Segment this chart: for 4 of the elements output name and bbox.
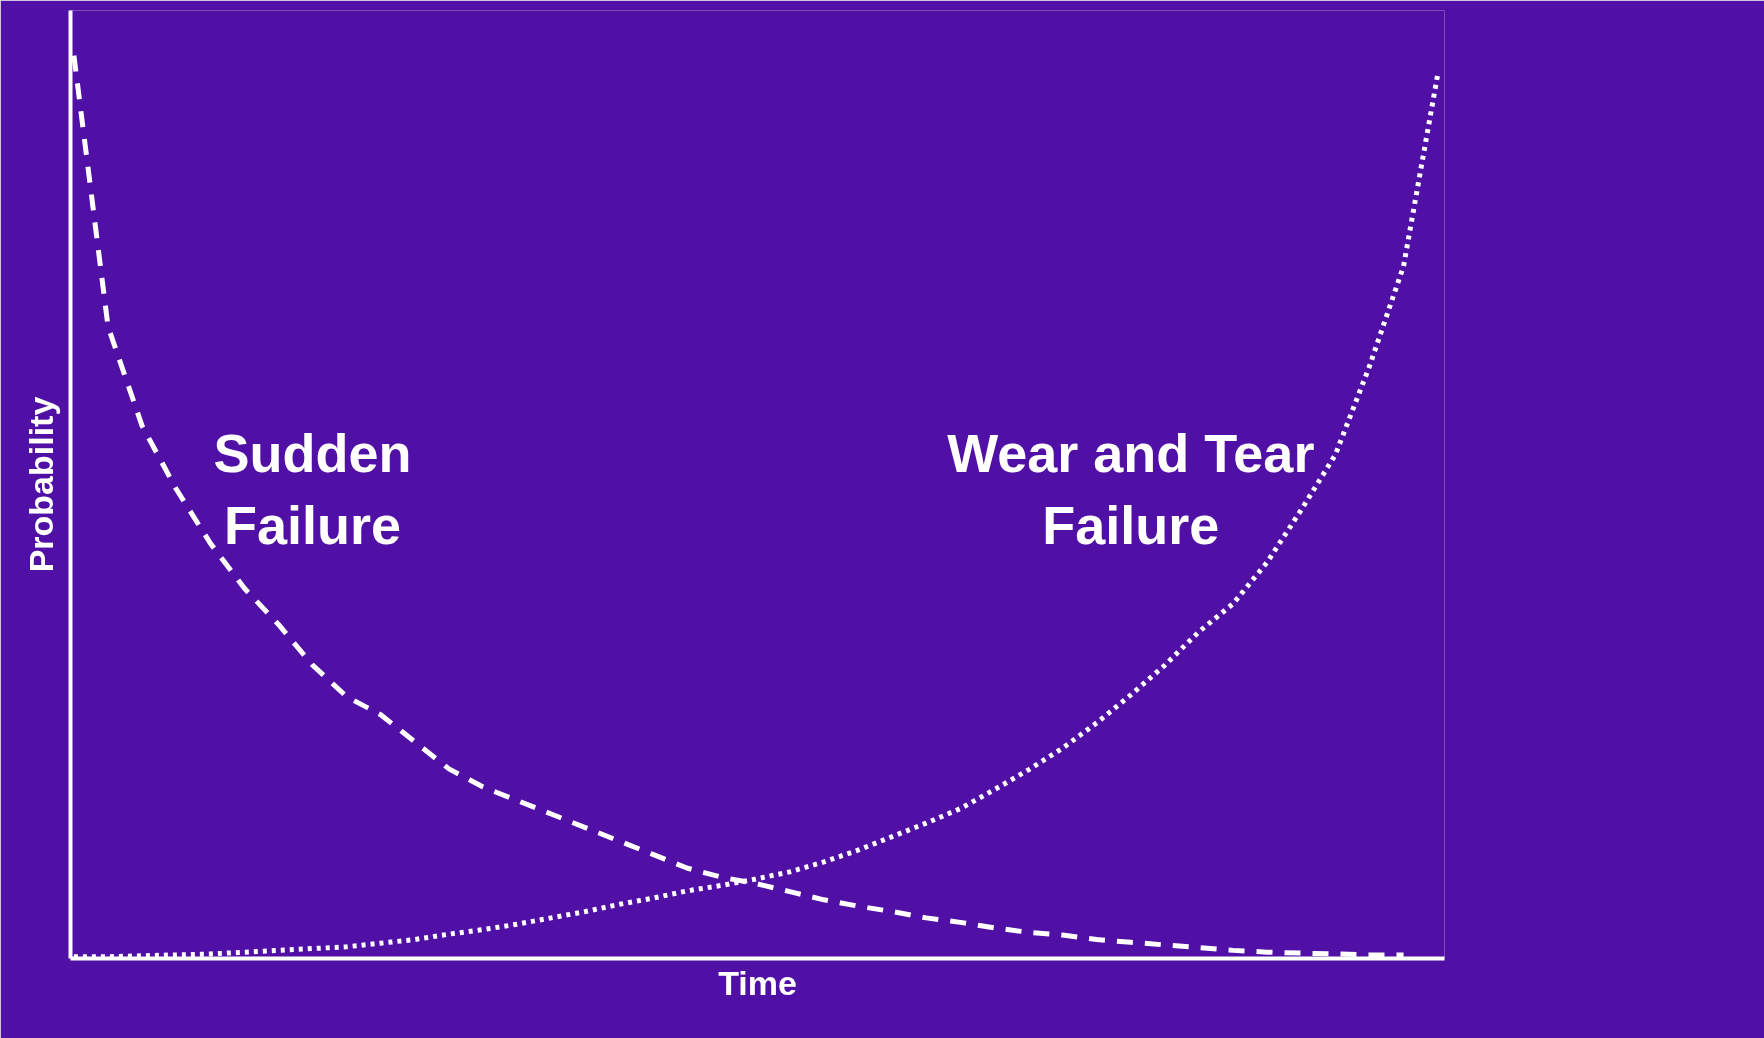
y-axis-title: Probability — [21, 396, 60, 573]
series-label: Wear and Tear Failure — [947, 423, 1315, 556]
series-label: Sudden Failure — [213, 423, 412, 556]
x-axis-title: Time — [718, 963, 797, 1002]
